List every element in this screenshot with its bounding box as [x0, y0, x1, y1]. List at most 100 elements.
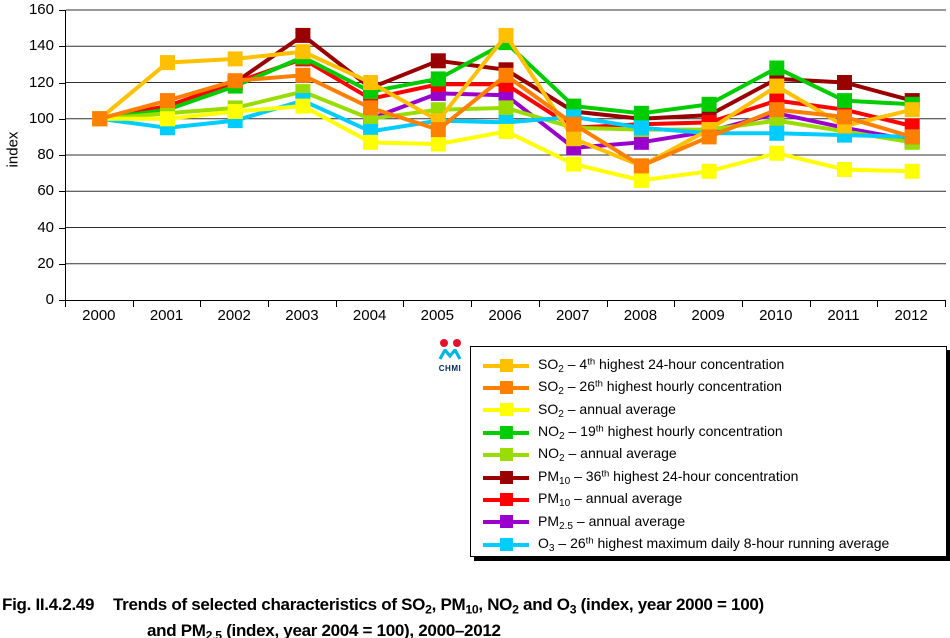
- series-marker-no2-19th-hourly: [430, 71, 446, 87]
- chmi-logo-dot: [439, 339, 448, 347]
- legend-marker-so2-26th-hourly: [483, 381, 529, 395]
- series-marker-pm10-36th-24h: [837, 75, 852, 90]
- legend-square: [500, 448, 513, 462]
- y-tick-mark: [59, 82, 65, 84]
- x-tick-label-2006: 2006: [488, 307, 522, 324]
- x-tick-mark: [200, 301, 202, 307]
- legend-square: [500, 358, 513, 372]
- legend-square: [500, 470, 513, 484]
- series-marker-so2-26th-hourly: [227, 73, 243, 89]
- series-marker-so2-26th-hourly: [295, 67, 311, 83]
- legend-square: [500, 381, 513, 395]
- plot-area: [65, 9, 946, 301]
- legend-label: SO2 – 4th highest 24-hour concentration: [538, 355, 785, 375]
- chmi-logo-wave-icon: [438, 347, 462, 360]
- legend-marker-o3-26th-8h: [483, 537, 529, 551]
- y-tick-mark: [59, 191, 65, 193]
- series-marker-no2-19th-hourly: [633, 105, 649, 121]
- series-marker-so2-annual: [633, 172, 649, 188]
- y-tick-label-140: 140: [28, 37, 54, 55]
- y-tick-label-0: 0: [45, 291, 54, 308]
- series-marker-so2-26th-hourly: [430, 122, 446, 138]
- legend-square: [500, 403, 513, 417]
- series-marker-so2-annual: [227, 104, 243, 119]
- x-tick-label-2010: 2010: [759, 307, 793, 324]
- legend-square: [500, 425, 513, 439]
- series-marker-o3-26th-8h: [633, 120, 649, 136]
- legend-marker-so2-annual: [483, 403, 529, 417]
- series-marker-so2-26th-hourly: [160, 93, 175, 109]
- caption-line-1: Trends of selected characteristics of SO…: [113, 595, 764, 617]
- legend-item-pm25-annual: PM2.5 – annual average: [483, 511, 946, 533]
- legend-label: SO2 – annual average: [538, 400, 676, 420]
- legend-item-so2-annual: SO2 – annual average: [483, 399, 946, 421]
- chmi-logo-dot: [452, 339, 461, 347]
- series-marker-so2-annual: [363, 134, 379, 150]
- x-tick-label-2003: 2003: [285, 307, 319, 324]
- series-marker-so2-4th-24h: [566, 131, 582, 147]
- legend-item-so2-26th-hourly: SO2 – 26th highest hourly concentration: [483, 376, 946, 398]
- x-tick-mark: [65, 301, 66, 307]
- x-tick-mark: [471, 301, 473, 307]
- series-marker-so2-26th-hourly: [633, 158, 649, 174]
- y-tick-label-120: 120: [28, 73, 54, 91]
- y-tick-mark: [59, 10, 65, 11]
- series-marker-so2-26th-hourly: [837, 109, 852, 125]
- x-tick-mark: [945, 301, 946, 307]
- y-tick-label-20: 20: [37, 254, 54, 272]
- legend-item-pm10-annual: PM10 – annual average: [483, 488, 946, 510]
- x-tick-mark: [877, 301, 879, 307]
- legend-label: NO2 – annual average: [538, 445, 677, 465]
- legend-label: PM10 – 36th highest 24-hour concentratio…: [538, 467, 799, 487]
- figure-number: Fig. II.4.2.49: [2, 595, 95, 614]
- x-tick-label-2012: 2012: [894, 307, 928, 324]
- x-tick-label-2001: 2001: [149, 307, 184, 324]
- x-tick-mark: [809, 301, 811, 307]
- y-tick-mark: [59, 46, 65, 48]
- series-marker-so2-4th-24h: [904, 102, 920, 118]
- x-tick-mark: [132, 301, 134, 307]
- series-marker-so2-4th-24h: [363, 75, 379, 90]
- legend-item-no2-19th-hourly: NO2 – 19th highest hourly concentration: [483, 421, 946, 443]
- series-marker-pm10-36th-24h: [295, 27, 311, 43]
- series-marker-so2-annual: [430, 136, 446, 152]
- legend-item-pm10-36th-24h: PM10 – 36th highest 24-hour concentratio…: [483, 466, 946, 488]
- legend-marker-no2-annual: [483, 448, 529, 462]
- x-tick-mark: [674, 301, 676, 307]
- y-tick-label-80: 80: [37, 146, 54, 163]
- series-marker-o3-26th-8h: [769, 125, 785, 141]
- series-marker-so2-annual: [769, 145, 785, 161]
- series-marker-no2-19th-hourly: [769, 60, 785, 76]
- series-marker-so2-annual: [566, 156, 582, 172]
- x-tick-mark: [403, 301, 405, 307]
- y-tick-mark: [59, 155, 65, 156]
- series-marker-so2-26th-hourly: [566, 116, 582, 132]
- caption-line-2: and PM2.5 (index, year 2004 = 100), 2000…: [147, 621, 501, 638]
- x-tick-mark: [268, 301, 270, 307]
- series-marker-pm10-36th-24h: [430, 53, 446, 69]
- x-tick-mark: [741, 301, 743, 307]
- chart-canvas: [66, 9, 946, 265]
- x-tick-label-2007: 2007: [556, 307, 590, 324]
- chmi-logo: CHMI: [433, 339, 467, 373]
- series-marker-no2-19th-hourly: [701, 96, 717, 112]
- x-tick-label-2002: 2002: [217, 307, 251, 324]
- series-marker-so2-annual: [701, 163, 717, 179]
- legend-marker-no2-19th-hourly: [483, 425, 529, 439]
- x-tick-label-2009: 2009: [691, 307, 725, 324]
- x-tick-label-2011: 2011: [827, 307, 860, 324]
- legend-marker-pm10-annual: [483, 493, 529, 507]
- legend-marker-so2-4th-24h: [483, 358, 529, 372]
- series-marker-so2-4th-24h: [769, 78, 785, 94]
- chmi-logo-dots: [433, 339, 467, 347]
- y-tick-label-160: 160: [28, 1, 54, 18]
- legend-label: O3 – 26th highest maximum daily 8-hour r…: [538, 534, 890, 554]
- chart-legend: SO2 – 4th highest 24-hour concentration S…: [470, 346, 947, 557]
- legend-marker-pm10-36th-24h: [483, 470, 529, 484]
- series-marker-so2-26th-hourly: [363, 100, 379, 116]
- figure-caption: Fig. II.4.2.49 Trends of selected charac…: [2, 594, 948, 638]
- series-marker-pm25-annual: [633, 134, 649, 150]
- y-tick-mark: [59, 300, 65, 301]
- series-marker-so2-26th-hourly: [769, 102, 785, 118]
